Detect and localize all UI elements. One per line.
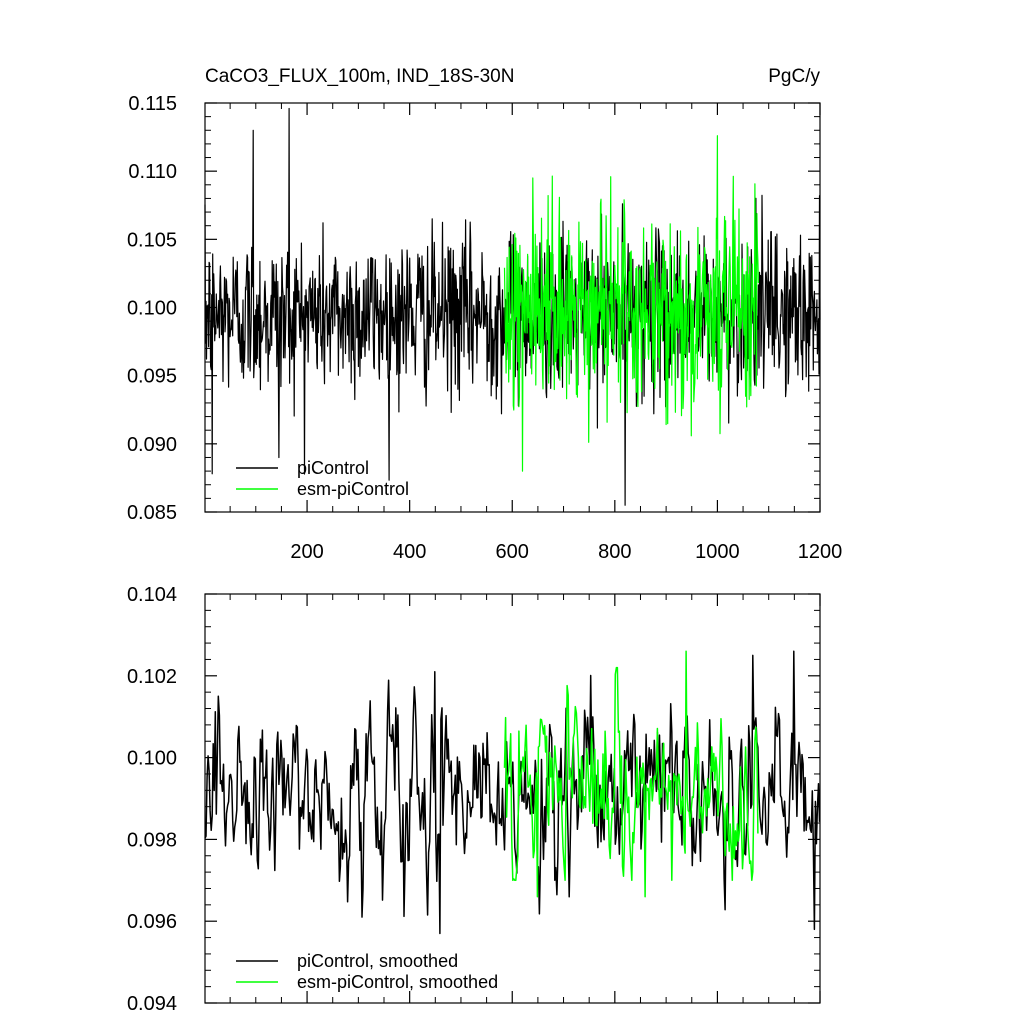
x-tick-label: 200 (290, 541, 323, 563)
x-tick-label: 1000 (695, 541, 740, 563)
y-tick-label: 0.100 (127, 748, 177, 770)
legend-label: esm-piControl, smoothed (297, 972, 498, 992)
series-line-picontrol-smoothed (204, 650, 821, 935)
y-tick-label: 0.100 (127, 298, 177, 320)
x-tick-label: 400 (393, 541, 426, 563)
y-tick-label: 0.110 (128, 161, 177, 183)
x-tick-label: 600 (496, 541, 529, 563)
legend-label: esm-piControl (297, 479, 409, 499)
x-tick-label: 1200 (798, 541, 843, 563)
y-tick-label: 0.115 (128, 93, 177, 115)
y-tick-label: 0.104 (127, 584, 177, 606)
series-line-esm-picontrol (503, 135, 759, 472)
y-tick-label: 0.098 (127, 829, 177, 851)
legend-label: piControl, smoothed (297, 951, 458, 971)
y-tick-label: 0.096 (127, 911, 177, 933)
y-tick-label: 0.090 (127, 434, 177, 456)
y-tick-label: 0.102 (127, 666, 177, 688)
chart-units: PgC/y (768, 66, 820, 87)
top-panel: 0.085 0.090 0.095 0.100 0.105 0.110 0.115 200 40… (127, 93, 842, 563)
y-tick-label: 0.095 (127, 366, 177, 388)
y-tick-label: 0.094 (127, 993, 177, 1015)
series-line-esm-picontrol-smoothed (503, 650, 759, 898)
y-tick-label: 0.105 (127, 229, 177, 251)
chart-title: CaCO3_FLUX_100m, IND_18S-30N (205, 66, 514, 87)
bottom-panel: 0.094 0.096 0.098 0.100 0.102 0.104 piControl,… (127, 584, 821, 1015)
y-tick-label: 0.085 (127, 502, 177, 524)
x-tick-label: 800 (598, 541, 631, 563)
legend-label: piControl (297, 458, 369, 478)
plot-frame (204, 593, 821, 1004)
